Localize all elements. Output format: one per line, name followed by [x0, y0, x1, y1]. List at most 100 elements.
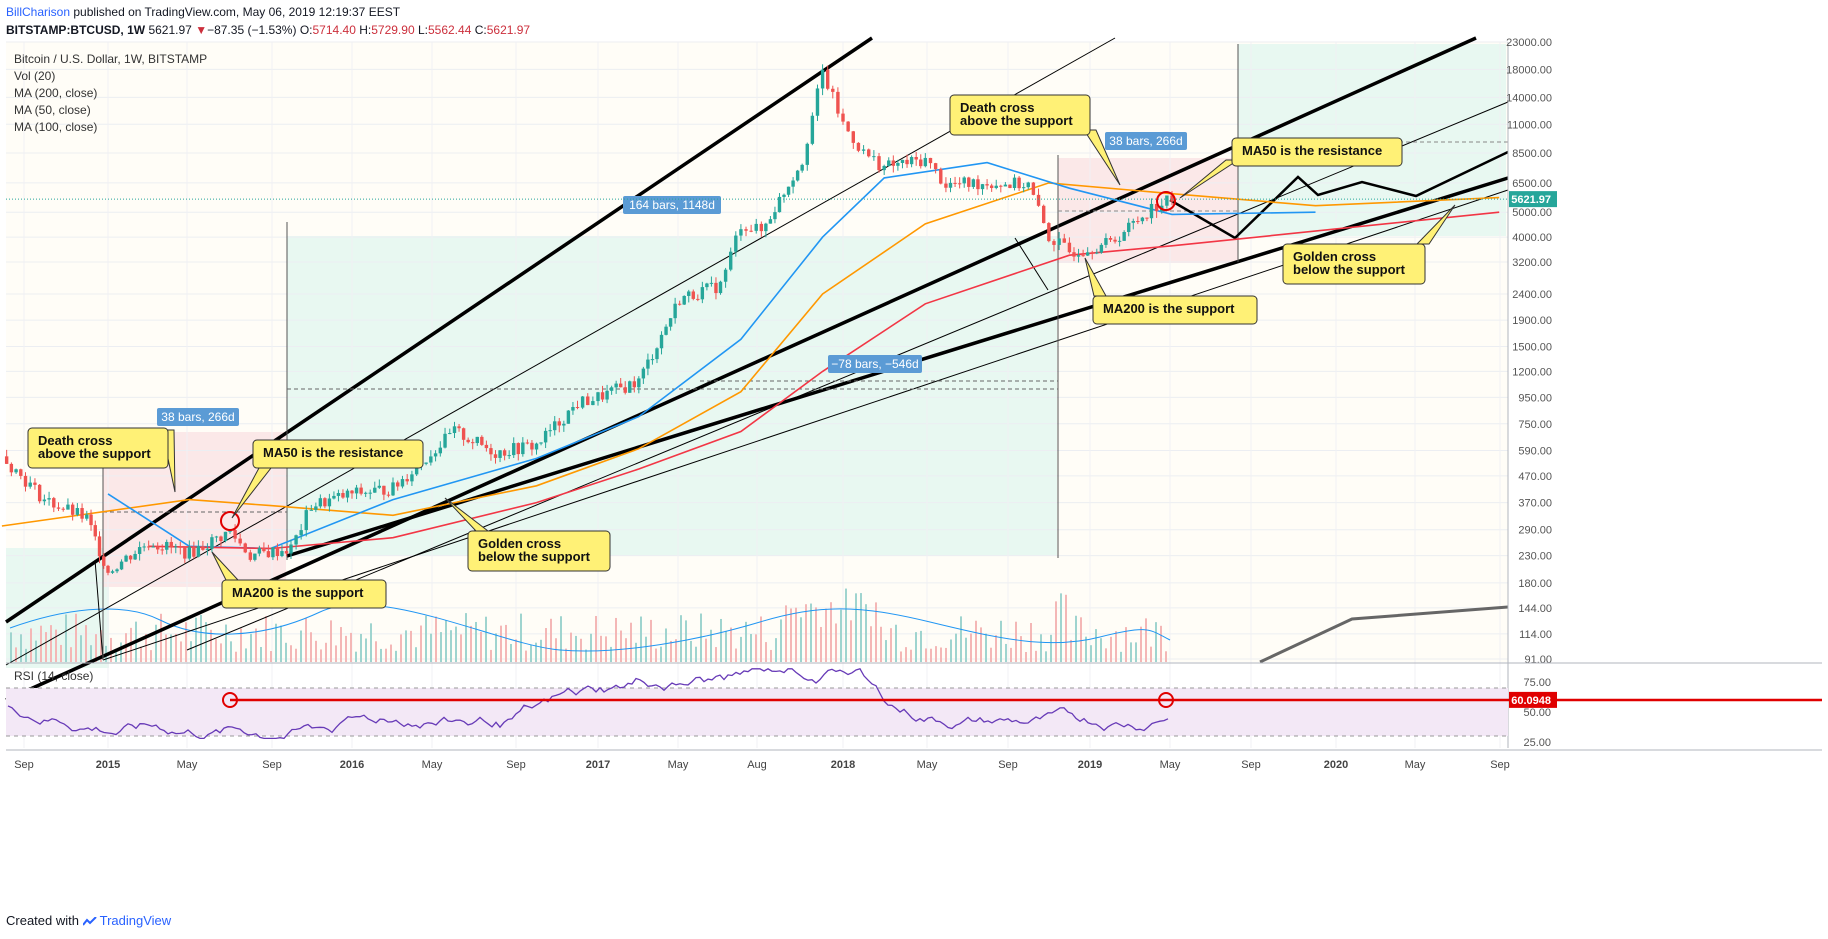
legend-vol[interactable]: Vol (20)	[14, 69, 56, 83]
candle-body	[345, 490, 350, 498]
low-value: 5562.44	[427, 23, 472, 37]
candle-body	[749, 230, 753, 232]
highlight-circle	[1156, 191, 1176, 211]
volume-bar	[1145, 618, 1147, 662]
candle-body	[414, 465, 419, 475]
range-label-text: 38 bars, 266d	[1109, 134, 1182, 148]
volume-bar	[870, 626, 872, 662]
candle-body	[723, 269, 728, 282]
volume-bar	[100, 630, 102, 662]
callout-note: MA50 is the resistance	[231, 439, 424, 519]
volume-bar	[750, 634, 752, 662]
candle-body	[507, 455, 511, 457]
candle-body	[196, 546, 201, 557]
candle-body	[734, 235, 738, 252]
callout-text: above the support	[960, 113, 1073, 128]
callout-text: Death cross	[38, 433, 112, 448]
time-tick-label: May	[422, 759, 443, 771]
candle-body	[759, 223, 764, 232]
candle-body	[56, 507, 61, 509]
candle-body	[28, 482, 32, 487]
candle-body	[773, 212, 777, 220]
volume-bar	[735, 648, 737, 662]
volume-bar	[445, 620, 447, 662]
candle-body	[896, 163, 900, 166]
candle-body	[967, 177, 971, 187]
volume-bar	[745, 621, 747, 662]
legend-ma200[interactable]: MA (200, close)	[14, 86, 98, 100]
volume-bar	[975, 620, 977, 662]
candle-body	[314, 506, 318, 510]
callout-text: below the support	[1293, 262, 1406, 277]
volume-bar	[520, 613, 522, 662]
price-tick-label: 2400.00	[1512, 289, 1552, 301]
volume-bar	[145, 633, 147, 662]
candle-body	[424, 462, 428, 464]
volume-bar	[310, 632, 312, 662]
volume-bar	[855, 593, 857, 662]
candle-body	[284, 551, 289, 554]
volume-bar	[1090, 645, 1092, 662]
price-tick-label: 144.00	[1518, 603, 1552, 615]
volume-bar	[110, 637, 112, 662]
volume-bar	[485, 616, 487, 662]
candle-body	[248, 552, 253, 560]
candle-body	[160, 549, 164, 551]
time-tick-label: May	[177, 759, 198, 771]
candle-body	[700, 287, 705, 300]
close-value: 5621.97	[486, 23, 531, 37]
time-tick-label: 2017	[586, 759, 610, 771]
author-link[interactable]: BillCharison	[6, 5, 71, 19]
range-label-text: 38 bars, 266d	[161, 410, 234, 424]
candle-body	[1003, 184, 1008, 187]
candle-body	[905, 159, 909, 165]
candle-body	[1122, 231, 1126, 241]
candle-body	[124, 555, 128, 562]
candle-body	[89, 514, 93, 526]
volume-bar	[190, 641, 192, 662]
callout-note: MA200 is the support	[1084, 257, 1258, 325]
tradingview-logo-icon	[82, 916, 97, 926]
volume-bar	[595, 615, 597, 662]
candle-body	[810, 115, 815, 144]
volume-bar	[1015, 621, 1017, 662]
callout-note: MA200 is the support	[211, 551, 387, 609]
tradingview-link[interactable]: TradingView	[99, 913, 172, 928]
time-tick-label: May	[1160, 759, 1181, 771]
candle-body	[739, 229, 743, 236]
volume-bar	[995, 635, 997, 662]
range-label-bg	[1105, 132, 1187, 150]
volume-bar	[580, 638, 582, 662]
volume-bar	[20, 634, 22, 662]
volume-bar	[905, 647, 907, 662]
volume-bar	[990, 647, 992, 662]
price-tick-label: 14000.00	[1506, 92, 1552, 104]
volume-bar	[215, 639, 217, 662]
volume-bar	[1060, 593, 1062, 662]
volume-bar	[1105, 648, 1107, 662]
volume-bar	[1165, 651, 1167, 662]
volume-bar	[1045, 651, 1047, 662]
candle-body	[914, 156, 918, 160]
volume-bar	[245, 648, 247, 662]
legend-ma100[interactable]: MA (100, close)	[14, 120, 98, 134]
legend-ma50[interactable]: MA (50, close)	[14, 103, 91, 117]
time-tick-label: 2018	[831, 759, 855, 771]
last-price: 5621.97	[148, 23, 192, 37]
candle-body	[405, 479, 409, 482]
candle-body	[557, 421, 561, 426]
volume-bar	[305, 618, 307, 662]
callout-text: MA50 is the resistance	[1242, 143, 1382, 158]
volume-projection	[1259, 605, 1509, 664]
price-tick-label: 91.00	[1524, 654, 1552, 666]
candle-body	[1170, 195, 1174, 202]
volume-bar	[360, 633, 362, 662]
volume-bar	[380, 648, 382, 662]
volume-bar	[85, 625, 87, 662]
candle-body	[815, 88, 820, 116]
volume-bar	[1000, 620, 1002, 662]
volume-bar	[810, 603, 812, 662]
volume-bar	[970, 633, 972, 662]
